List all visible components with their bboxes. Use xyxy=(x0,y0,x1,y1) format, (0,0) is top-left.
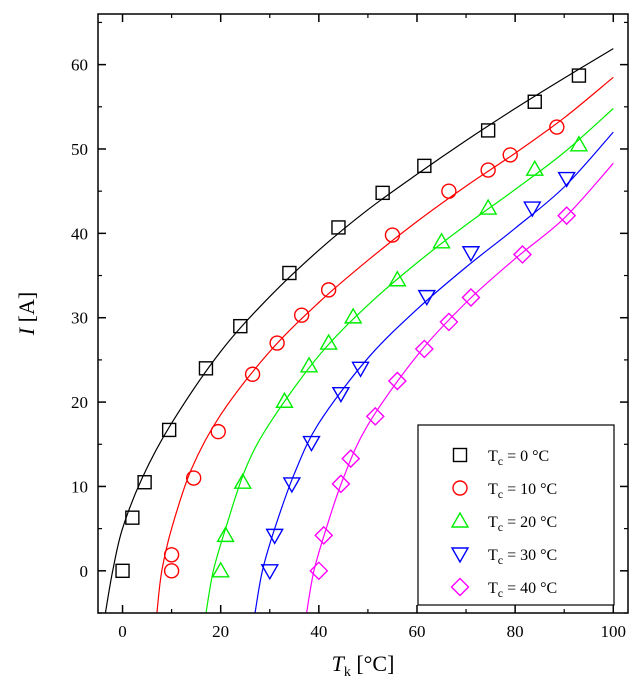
data-point-series-1 xyxy=(163,547,180,563)
y-tick-label: 50 xyxy=(71,140,88,159)
data-point-series-4 xyxy=(557,206,577,226)
data-point-series-1 xyxy=(502,147,518,163)
data-point-series-3 xyxy=(265,528,284,545)
data-point-series-1 xyxy=(185,470,202,486)
data-point-series-3 xyxy=(331,386,351,404)
data-point-series-4 xyxy=(314,525,334,545)
x-tick-label: 100 xyxy=(601,622,627,641)
data-point-series-0 xyxy=(331,220,346,235)
data-point-series-2 xyxy=(319,333,338,350)
legend-marker-series-1 xyxy=(452,480,468,496)
data-point-series-2 xyxy=(432,232,451,249)
data-point-series-2 xyxy=(478,198,498,215)
legend-label-series-2: Tc = 20 °C xyxy=(488,514,557,534)
y-axis-title: I [A] xyxy=(14,292,39,336)
x-axis-subscript: k xyxy=(344,665,351,680)
data-point-series-0 xyxy=(233,318,248,334)
x-tick-label: 40 xyxy=(310,622,327,641)
data-point-series-4 xyxy=(341,449,361,469)
y-tick-label: 60 xyxy=(71,56,88,75)
data-point-series-3 xyxy=(302,435,321,452)
x-tick-label: 60 xyxy=(408,622,425,641)
legend-marker-series-4 xyxy=(450,577,470,597)
data-point-series-1 xyxy=(163,563,180,579)
data-point-series-4 xyxy=(513,244,532,264)
data-point-series-3 xyxy=(523,201,542,218)
x-tick-label: 80 xyxy=(507,622,524,641)
data-point-series-3 xyxy=(461,246,481,263)
data-point-series-1 xyxy=(480,162,496,178)
data-point-series-4 xyxy=(309,561,329,581)
legend-label-series-1: Tc = 10 °C xyxy=(488,481,557,501)
axis-ticks: 0 20 40 60 80 100 0 10 20 30 40 50 60 xyxy=(71,14,628,641)
x-axis-title: Tk [°C] xyxy=(332,651,395,680)
data-point-series-1 xyxy=(549,119,565,135)
legend-label-series-3: Tc = 30 °C xyxy=(488,547,557,567)
data-point-series-1 xyxy=(269,335,285,351)
data-point-series-2 xyxy=(343,307,363,324)
fit-curve-series-1 xyxy=(156,76,614,614)
x-tick-label: 0 xyxy=(118,622,127,641)
data-point-series-4 xyxy=(461,287,481,307)
data-point-series-3 xyxy=(260,564,279,581)
data-point-series-4 xyxy=(414,339,434,359)
data-point-series-4 xyxy=(365,406,385,426)
legend-label-series-4: Tc = 40 °C xyxy=(488,580,557,600)
data-point-series-0 xyxy=(417,158,432,174)
legend-box xyxy=(417,424,615,606)
data-point-series-3 xyxy=(417,289,437,307)
y-tick-label: 40 xyxy=(71,224,88,243)
y-tick-label: 20 xyxy=(71,393,88,412)
data-point-series-1 xyxy=(293,307,310,323)
data-point-series-2 xyxy=(299,356,319,373)
legend-marker-series-2 xyxy=(450,511,470,528)
fit-curve-series-0 xyxy=(104,48,614,614)
legend-marker-series-0 xyxy=(452,447,468,463)
data-point-series-4 xyxy=(387,371,407,391)
data-point-series-0 xyxy=(115,563,130,579)
y-tick-label: 0 xyxy=(80,562,89,581)
data-point-series-4 xyxy=(439,312,459,332)
legend-marker-series-3 xyxy=(450,547,470,564)
legend-label-series-0: Tc = 0 °C xyxy=(488,448,549,468)
data-point-series-2 xyxy=(525,159,544,176)
x-axis-unit: [°C] xyxy=(351,651,395,676)
y-axis-symbol: I xyxy=(14,326,39,336)
data-point-series-4 xyxy=(331,474,351,494)
data-point-series-1 xyxy=(384,227,401,243)
data-point-series-0 xyxy=(571,68,587,83)
y-tick-label: 10 xyxy=(71,477,88,496)
data-point-series-2 xyxy=(275,391,294,408)
fit-curve-series-4 xyxy=(306,162,614,614)
data-point-series-0 xyxy=(198,361,214,376)
data-point-series-0 xyxy=(480,123,496,138)
data-point-series-0 xyxy=(137,475,152,490)
data-point-series-2 xyxy=(233,472,252,489)
data-point-series-0 xyxy=(375,185,390,201)
data-point-series-3 xyxy=(351,361,370,378)
y-axis-unit: [A] xyxy=(14,292,39,328)
plot-frame xyxy=(97,13,629,614)
data-point-series-0 xyxy=(527,94,542,109)
data-point-series-2 xyxy=(388,270,407,287)
data-point-series-2 xyxy=(569,135,589,152)
y-tick-label: 30 xyxy=(71,309,88,328)
data-point-series-3 xyxy=(557,171,576,188)
data-point-series-1 xyxy=(441,183,457,199)
data-point-series-2 xyxy=(216,525,235,543)
x-tick-label: 20 xyxy=(212,622,229,641)
data-point-series-3 xyxy=(282,477,302,494)
data-markers xyxy=(115,68,589,581)
data-point-series-0 xyxy=(125,510,140,525)
x-axis-symbol: T xyxy=(332,651,346,676)
data-point-series-2 xyxy=(211,561,230,578)
data-point-series-1 xyxy=(244,366,261,382)
data-point-series-1 xyxy=(320,282,337,298)
legend: Tc = 0 °C Tc = 10 °C Tc = 20 °C Tc = 30 °C T… xyxy=(417,424,615,606)
data-point-series-1 xyxy=(210,423,226,440)
data-point-series-0 xyxy=(161,422,177,438)
data-point-series-0 xyxy=(282,265,297,281)
